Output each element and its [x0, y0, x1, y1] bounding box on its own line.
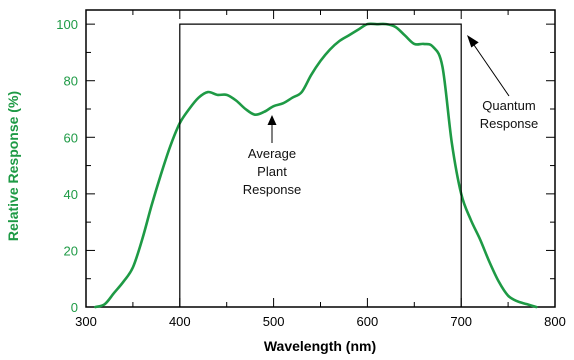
- y-tick-label: 0: [71, 300, 78, 315]
- quantum-annotation-arrowhead: [467, 35, 479, 48]
- y-tick-label: 80: [64, 74, 78, 89]
- x-tick-label: 700: [450, 314, 472, 329]
- x-tick-label: 800: [544, 314, 566, 329]
- plant-annotation-line-2: Plant: [257, 164, 287, 179]
- x-tick-label: 400: [169, 314, 191, 329]
- quantum-annotation-arrow-shaft: [473, 44, 510, 97]
- x-tick-label: 300: [75, 314, 97, 329]
- x-axis-ticks: 300 400 500 600 700 800: [75, 10, 566, 329]
- x-tick-label: 600: [357, 314, 379, 329]
- x-tick-label: 500: [263, 314, 285, 329]
- y-tick-label: 60: [64, 130, 78, 145]
- x-axis-title: Wavelength (nm): [264, 338, 376, 354]
- y-axis-ticks: 0 20 40 60 80 100: [56, 17, 555, 315]
- series-layer: [94, 22, 538, 309]
- y-tick-label: 100: [56, 17, 78, 32]
- quantum-annotation-line-2: Response: [480, 116, 539, 131]
- y-axis-title: Relative Response (%): [5, 91, 21, 241]
- plant-annotation-line-3: Response: [243, 182, 302, 197]
- plant-annotation-arrowhead: [267, 115, 277, 125]
- plant-response-line: [94, 22, 538, 309]
- plot-frame: [85, 9, 556, 308]
- y-tick-label: 40: [64, 187, 78, 202]
- quantum-response-line: [179, 23, 462, 307]
- y-tick-label: 20: [64, 243, 78, 258]
- annotations: Average Plant Response Quantum Response: [243, 35, 539, 197]
- plot-border: [85, 9, 556, 308]
- plant-annotation-line-1: Average: [248, 146, 296, 161]
- quantum-annotation-line-1: Quantum: [482, 98, 535, 113]
